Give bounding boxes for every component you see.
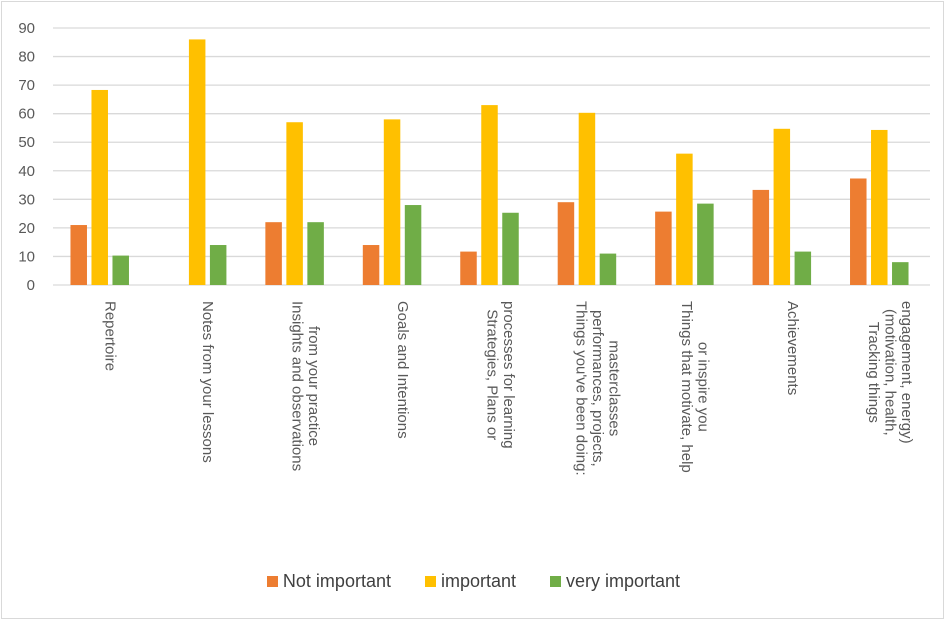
x-category-label: Tracking things (motivation, health, engag… (865, 301, 915, 444)
bar-very-important (209, 245, 227, 285)
x-category-label: Things you've been doing: performances, p… (572, 301, 622, 476)
bar-important (481, 105, 498, 285)
x-axis-labels: Repertoire Notes from your lessons Insight… (102, 301, 915, 476)
legend-item: very important (550, 571, 680, 592)
bar-important (676, 153, 693, 285)
bar-important (773, 128, 791, 285)
legend-swatch (266, 576, 278, 587)
bar-not-important (460, 251, 477, 285)
x-category-label-line: processes for learning (500, 301, 517, 449)
bar-not-important (70, 225, 87, 285)
bar-very-important (307, 222, 324, 285)
legend-item: Not important (266, 571, 391, 592)
bar-very-important (502, 212, 519, 285)
x-category-label-line: Insights and observations (288, 301, 305, 471)
legend-item: important (424, 571, 517, 592)
x-category-label: Insights and observations from your pract… (288, 301, 322, 471)
bar-important (188, 39, 206, 285)
y-tick-label: 50 (18, 134, 35, 151)
x-category-label: Strategies, Plans or processes for learni… (483, 301, 517, 449)
x-category-label-line: Goals and Intentions (394, 301, 411, 439)
x-category-label-line: masterclasses (605, 340, 622, 436)
bar-very-important (404, 205, 422, 285)
bar-very-important (794, 251, 812, 285)
bar-very-important (112, 255, 129, 285)
y-axis-ticks: 0 10 20 30 40 50 60 70 80 90 (18, 20, 35, 294)
x-category-label-line: Tracking things (865, 322, 882, 423)
x-category-label-line: Things that motivate, help (678, 301, 695, 473)
legend-label: very important (566, 571, 681, 591)
bar-very-important (697, 203, 714, 285)
x-category-label-line: performances, projects, (589, 310, 606, 467)
y-tick-label: 30 (18, 191, 35, 208)
y-tick-label: 90 (18, 20, 35, 37)
x-category-label-line: or inspire you (695, 342, 712, 432)
bar-not-important (362, 245, 380, 285)
y-tick-label: 40 (18, 163, 35, 180)
y-tick-label: 80 (18, 49, 35, 66)
bar-important (871, 129, 888, 285)
y-tick-label: 10 (18, 248, 35, 265)
x-category-label-line: Things you've been doing: (572, 301, 589, 476)
y-tick-label: 60 (18, 106, 35, 123)
x-category-label-line: from your practice (305, 326, 322, 446)
bars (70, 39, 909, 286)
x-category-label-line: Achievements (784, 301, 801, 395)
bar-not-important (557, 202, 575, 285)
legend-swatch (550, 576, 562, 587)
bar-important (286, 122, 303, 285)
bar-very-important (892, 262, 909, 285)
y-tick-label: 0 (27, 277, 35, 294)
bar-not-important (655, 211, 672, 285)
x-category-label: Achievements (784, 301, 801, 395)
legend: Not important important very important (0, 571, 947, 592)
x-category-label: Notes from your lessons (199, 301, 216, 463)
legend-label: important (440, 571, 517, 591)
x-category-label-line: (motivation, health, (881, 309, 898, 436)
bar-not-important (265, 222, 282, 285)
x-category-label: Goals and Intentions (394, 301, 411, 439)
legend-label: Not important (282, 571, 391, 591)
y-tick-label: 70 (18, 77, 35, 94)
bar-important (91, 89, 108, 286)
x-category-label-line: Repertoire (102, 301, 119, 371)
bar-important (383, 119, 401, 285)
x-category-label-line: Strategies, Plans or (483, 309, 500, 440)
x-category-label: Things that motivate, help or inspire you (678, 301, 712, 473)
y-tick-label: 20 (18, 220, 35, 237)
x-category-label: Repertoire (102, 301, 119, 371)
x-category-label-line: engagement, energy) (898, 301, 915, 444)
bar-not-important (752, 189, 770, 285)
legend-swatch (424, 576, 436, 587)
x-category-label-line: Notes from your lessons (199, 301, 216, 463)
bar-not-important (850, 178, 867, 285)
bar-important (578, 112, 596, 285)
bar-very-important (599, 253, 617, 285)
